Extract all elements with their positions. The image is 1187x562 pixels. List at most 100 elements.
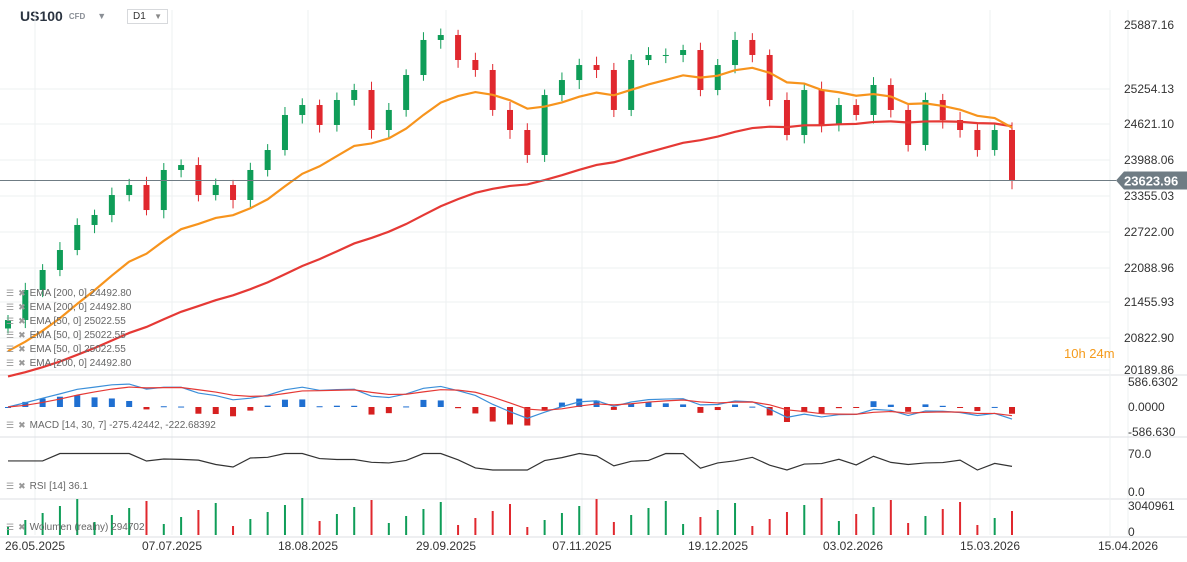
candle-body	[801, 90, 808, 136]
volume-bar	[837, 521, 840, 535]
volume-bar	[422, 509, 425, 535]
close-icon[interactable]: ✖	[18, 358, 26, 368]
candle-body	[74, 224, 81, 251]
volume-legend[interactable]: ☰ ✖ Wolumen (realny) 294702	[6, 522, 145, 533]
date-axis-label: 26.05.2025	[5, 539, 65, 553]
ema50-line	[7, 66, 1013, 353]
candle-countdown: 10h 24m	[1064, 346, 1115, 361]
macd-legend[interactable]: ☰ ✖ MACD [14, 30, 7] -275.42442, -222.6839…	[6, 420, 216, 431]
candle-body	[905, 109, 912, 146]
settings-icon[interactable]: ☰	[6, 420, 15, 430]
volume-bar	[76, 499, 79, 535]
macd-histogram-bar	[455, 407, 462, 409]
macd-signal-line	[7, 386, 1013, 417]
ema-legend[interactable]: ☰ ✖ EMA [200, 0] 24492.80	[6, 302, 131, 313]
volume-axis-label: 3040961	[1128, 499, 1175, 513]
macd-histogram-bar	[645, 402, 652, 407]
symbol-selector[interactable]: US100 CFD ▼	[20, 8, 106, 24]
volume-bar	[872, 507, 875, 535]
macd-histogram-bar	[576, 398, 583, 407]
macd-histogram-bar	[628, 403, 635, 407]
close-icon[interactable]: ✖	[18, 344, 26, 354]
close-icon[interactable]: ✖	[18, 481, 26, 491]
candle-body	[195, 165, 202, 196]
ema-legend[interactable]: ☰ ✖ EMA [200, 0] 24492.80	[6, 288, 131, 299]
settings-icon[interactable]: ☰	[6, 288, 15, 298]
candle-body	[316, 105, 323, 125]
candle-body	[991, 129, 998, 151]
macd-histogram-bar	[281, 399, 288, 407]
candle-body	[281, 114, 288, 151]
candle-body	[143, 184, 150, 211]
macd-histogram-bar	[714, 407, 721, 411]
settings-icon[interactable]: ☰	[6, 330, 15, 340]
macd-histogram-bar	[662, 403, 669, 407]
close-icon[interactable]: ✖	[18, 302, 26, 312]
volume-bar	[647, 508, 650, 535]
settings-icon[interactable]: ☰	[6, 316, 15, 326]
legend-text: EMA [50, 0] 25022.55	[29, 330, 126, 341]
macd-histogram-bar	[56, 396, 63, 407]
close-icon[interactable]: ✖	[18, 288, 26, 298]
close-icon[interactable]: ✖	[18, 420, 26, 430]
ema-legend[interactable]: ☰ ✖ EMA [50, 0] 25022.55	[6, 316, 126, 327]
chevron-down-icon[interactable]: ▼	[97, 11, 107, 21]
volume-bar	[474, 518, 477, 535]
price-axis-label: 21455.93	[1124, 295, 1174, 309]
macd-histogram-bar	[126, 400, 133, 407]
macd-histogram-bar	[558, 402, 565, 407]
macd-histogram-bar	[333, 405, 340, 407]
ema-legend[interactable]: ☰ ✖ EMA [50, 0] 25022.55	[6, 330, 126, 341]
macd-histogram-bar	[732, 404, 739, 407]
volume-bar	[301, 498, 304, 535]
candle-body	[870, 84, 877, 115]
macd-histogram-bar	[991, 406, 998, 408]
volume-bar	[889, 500, 892, 535]
candle-body	[783, 99, 790, 136]
macd-histogram-bar	[247, 407, 254, 411]
candle-body	[56, 250, 63, 270]
settings-icon[interactable]: ☰	[6, 302, 15, 312]
macd-histogram-bar	[801, 407, 808, 413]
settings-icon[interactable]: ☰	[6, 481, 15, 491]
volume-bar	[578, 506, 581, 535]
candle-body	[212, 184, 219, 196]
candle-body	[974, 129, 981, 151]
settings-icon[interactable]: ☰	[6, 358, 15, 368]
ema-legend[interactable]: ☰ ✖ EMA [50, 0] 25022.55	[6, 344, 126, 355]
settings-icon[interactable]: ☰	[6, 522, 15, 532]
candle-body	[472, 60, 479, 70]
legend-text: EMA [200, 0] 24492.80	[29, 302, 132, 313]
macd-histogram-bar	[74, 395, 81, 407]
volume-bar	[491, 511, 494, 535]
timeframe-select[interactable]: D1 ▼	[127, 9, 168, 24]
close-icon[interactable]: ✖	[18, 316, 26, 326]
ema-legend[interactable]: ☰ ✖ EMA [200, 0] 24492.80	[6, 358, 131, 369]
close-icon[interactable]: ✖	[18, 330, 26, 340]
volume-bar	[7, 527, 9, 535]
macd-histogram-bar	[230, 407, 237, 417]
volume-bar	[283, 505, 286, 535]
settings-icon[interactable]: ☰	[6, 344, 15, 354]
macd-histogram-bar	[472, 407, 479, 414]
candle-body	[403, 75, 410, 110]
symbol-name: US100	[20, 8, 63, 24]
candle-body	[368, 90, 375, 130]
volume-bar	[180, 517, 183, 535]
rsi-legend[interactable]: ☰ ✖ RSI [14] 36.1	[6, 481, 88, 492]
volume-bar	[734, 503, 737, 535]
volume-bar	[93, 522, 96, 535]
volume-bar	[370, 500, 373, 535]
volume-bar	[664, 501, 667, 535]
macd-histogram-bar	[697, 407, 704, 413]
volume-bar	[509, 504, 511, 535]
macd-axis-label: 0.0000	[1128, 400, 1165, 414]
close-icon[interactable]: ✖	[18, 522, 26, 532]
candle-body	[264, 150, 271, 170]
candle-body	[230, 184, 237, 200]
candle-body	[576, 65, 583, 81]
date-axis-label: 15.04.2026	[1098, 539, 1158, 553]
macd-histogram-bar	[1009, 407, 1015, 414]
macd-histogram-bar	[178, 406, 185, 408]
